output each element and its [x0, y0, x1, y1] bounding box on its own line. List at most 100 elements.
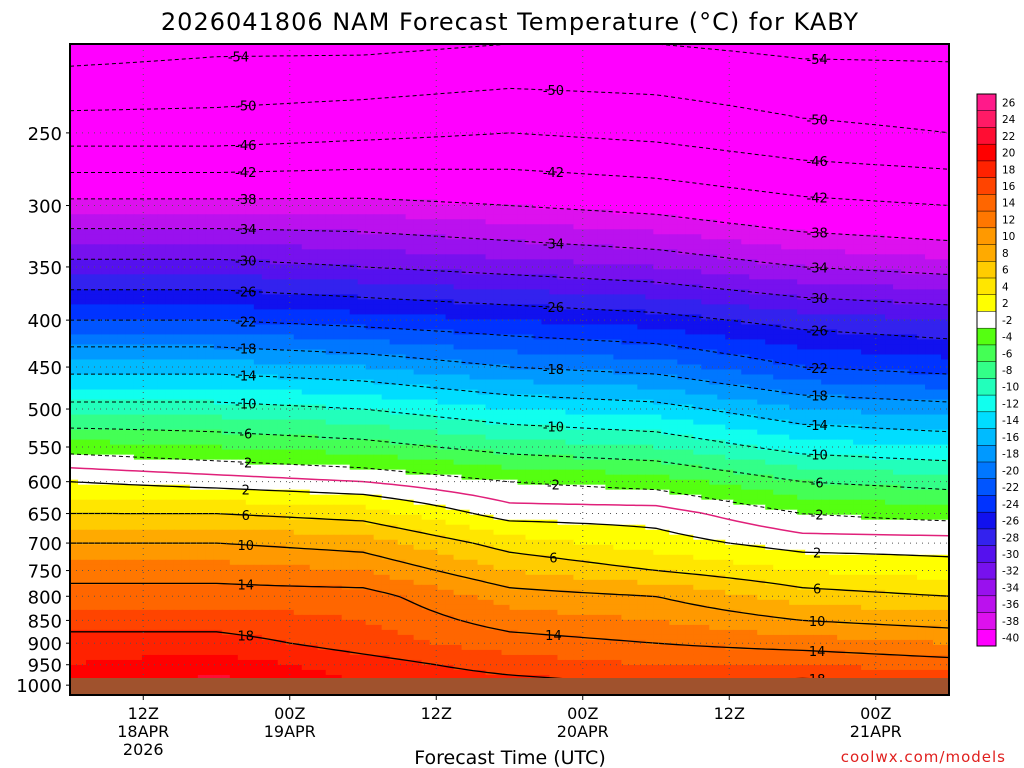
heat-cell — [341, 254, 351, 260]
heat-cell — [933, 114, 942, 120]
heat-cell — [813, 169, 822, 175]
heat-cell — [757, 109, 766, 115]
heat-cell — [333, 79, 343, 85]
heat-cell — [70, 149, 79, 155]
heat-cell — [589, 119, 598, 125]
heat-cell — [133, 214, 143, 220]
heat-cell — [293, 219, 303, 225]
heat-cell — [261, 224, 271, 230]
heat-cell — [837, 239, 846, 245]
heat-cell — [461, 169, 471, 175]
heat-cell — [85, 69, 95, 75]
heat-cell — [429, 229, 439, 235]
heat-cell — [573, 214, 583, 220]
heat-cell — [205, 104, 215, 110]
heat-cell — [189, 99, 199, 105]
heat-cell — [173, 189, 183, 195]
heat-cell — [725, 89, 734, 95]
heat-cell — [461, 264, 471, 270]
heat-cell — [157, 264, 167, 270]
heat-cell — [789, 44, 798, 50]
heat-cell — [717, 229, 726, 235]
heat-cell — [533, 189, 543, 195]
heat-cell — [485, 139, 495, 145]
heat-cell — [645, 159, 654, 165]
heat-cell — [829, 169, 838, 175]
heat-cell — [901, 244, 910, 250]
heat-cell — [613, 179, 622, 185]
heat-cell — [589, 159, 598, 165]
heat-cell — [717, 144, 726, 150]
heat-cell — [197, 239, 207, 245]
heat-cell — [117, 184, 127, 190]
heat-cell — [893, 244, 902, 250]
heat-cell — [213, 84, 223, 90]
heat-cell — [477, 124, 487, 130]
heat-cell — [269, 134, 279, 140]
heat-cell — [925, 114, 934, 120]
heat-cell — [549, 64, 559, 70]
heat-cell — [621, 159, 630, 165]
heat-cell — [717, 234, 726, 240]
heat-cell — [925, 74, 934, 80]
heat-cell — [661, 239, 670, 245]
heat-cell — [93, 94, 103, 100]
heat-cell — [317, 239, 327, 245]
heat-cell — [661, 229, 670, 235]
heat-cell — [125, 114, 135, 120]
heat-cell — [70, 154, 79, 160]
heat-cell — [389, 84, 399, 90]
heat-cell — [333, 174, 343, 180]
heat-cell — [301, 189, 311, 195]
heat-cell — [405, 49, 415, 55]
heat-cell — [581, 134, 591, 140]
heat-cell — [405, 254, 415, 260]
heat-cell — [70, 224, 79, 230]
heat-cell — [941, 204, 949, 210]
heat-cell — [749, 59, 758, 65]
heat-cell — [70, 194, 79, 200]
heat-cell — [213, 149, 223, 155]
heat-cell — [237, 154, 247, 160]
heat-cell — [613, 54, 622, 60]
heat-cell — [325, 99, 335, 105]
heat-cell — [805, 239, 814, 245]
heat-cell — [341, 109, 351, 115]
heat-cell — [701, 129, 710, 135]
heat-cell — [837, 174, 846, 180]
heat-cell — [941, 224, 949, 230]
heat-cell — [517, 249, 527, 255]
heat-cell — [781, 89, 790, 95]
heat-cell — [301, 89, 311, 95]
heat-cell — [757, 204, 766, 210]
heat-cell — [389, 159, 399, 165]
heat-cell — [717, 94, 726, 100]
heat-cell — [157, 219, 167, 225]
heat-cell — [637, 134, 646, 140]
heat-cell — [637, 64, 646, 70]
heat-cell — [805, 219, 814, 225]
heat-cell — [509, 74, 519, 80]
heat-cell — [909, 264, 918, 270]
heat-cell — [277, 54, 287, 60]
heat-cell — [237, 234, 247, 240]
heat-cell — [741, 69, 750, 75]
heat-cell — [741, 209, 750, 215]
heat-cell — [341, 234, 351, 240]
heat-cell — [333, 239, 343, 245]
heat-cell — [293, 159, 303, 165]
heat-cell — [493, 99, 503, 105]
heat-cell — [357, 269, 367, 275]
heat-cell — [693, 44, 702, 50]
heat-cell — [117, 214, 127, 220]
heat-cell — [165, 264, 175, 270]
heat-cell — [333, 64, 343, 70]
heat-cell — [709, 214, 718, 220]
heat-cell — [597, 219, 606, 225]
heat-cell — [725, 99, 734, 105]
heat-cell — [797, 174, 806, 180]
heat-cell — [773, 239, 782, 245]
heat-cell — [797, 149, 806, 155]
heat-cell — [437, 129, 447, 135]
heat-cell — [101, 64, 111, 70]
